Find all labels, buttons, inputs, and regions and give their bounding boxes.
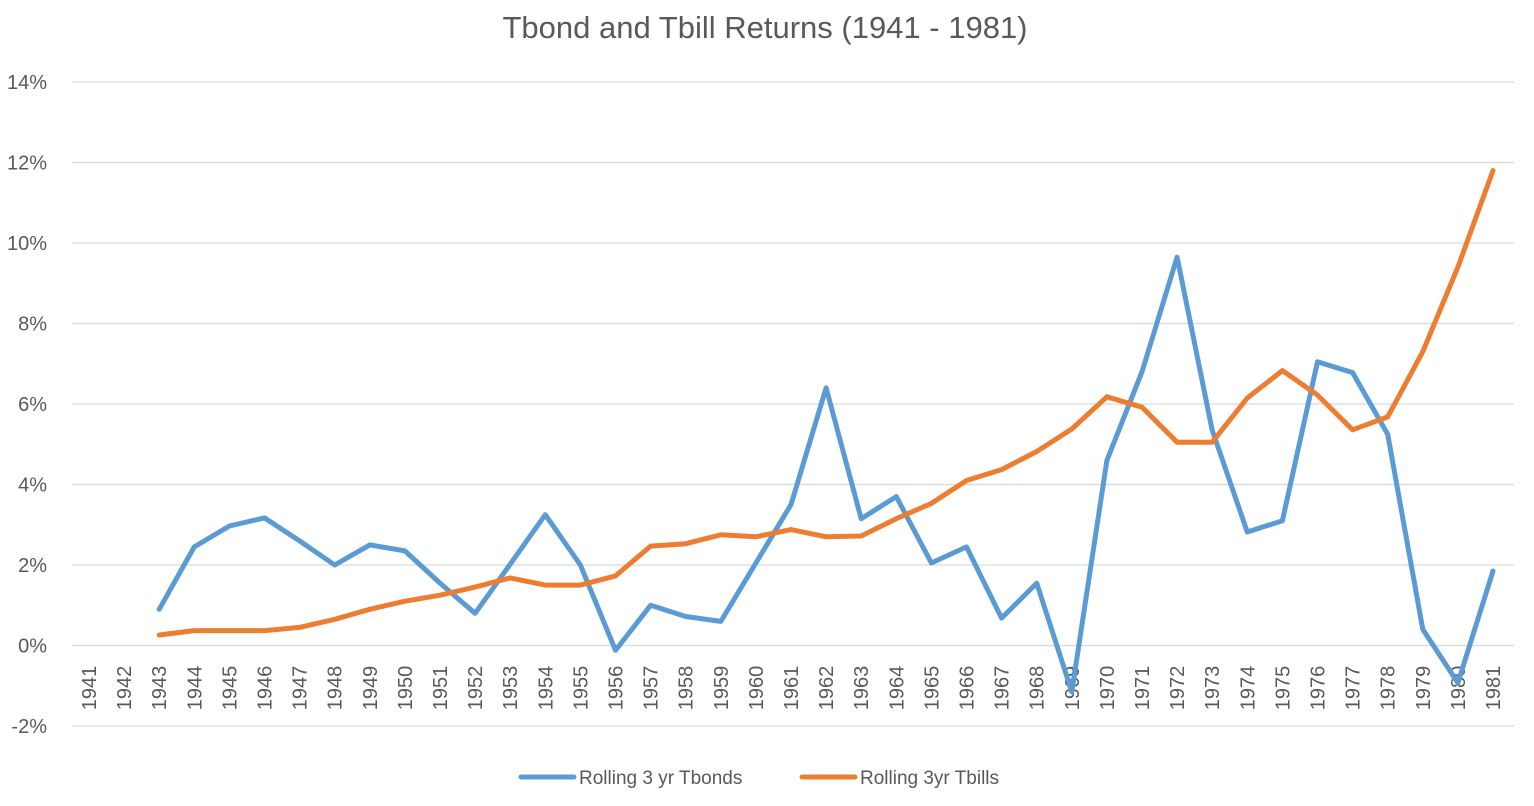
y-axis-ticks: -2% 0% 2% 4% 6% 8% 10% 12% 14% bbox=[7, 72, 47, 738]
legend-label: Rolling 3 yr Tbonds bbox=[579, 768, 742, 789]
legend-label: Rolling 3yr Tbills bbox=[860, 768, 999, 789]
x-tick-label: 1972 bbox=[1167, 666, 1189, 711]
x-tick-label: 1966 bbox=[957, 666, 979, 711]
x-tick-label: 1968 bbox=[1027, 666, 1049, 711]
grid-lines bbox=[72, 81, 1514, 727]
x-tick-label: 1946 bbox=[255, 666, 277, 711]
y-tick-label: 2% bbox=[18, 555, 47, 577]
x-tick-label: 1960 bbox=[746, 666, 768, 711]
chart-title: Tbond and Tbill Returns (1941 - 1981) bbox=[502, 10, 1027, 45]
x-tick-label: 1952 bbox=[465, 666, 487, 711]
y-tick-label: 8% bbox=[18, 314, 47, 336]
y-tick-label: 6% bbox=[18, 394, 47, 416]
x-tick-label: 1965 bbox=[921, 666, 943, 711]
x-tick-label: 1954 bbox=[535, 666, 557, 711]
x-tick-label: 1951 bbox=[430, 666, 452, 711]
x-tick-label: 1955 bbox=[570, 666, 592, 711]
x-tick-label: 1976 bbox=[1308, 666, 1330, 711]
x-tick-label: 1957 bbox=[641, 666, 663, 711]
y-tick-label: 12% bbox=[7, 153, 47, 175]
x-tick-label: 1981 bbox=[1483, 666, 1505, 711]
y-tick-label: 14% bbox=[7, 72, 47, 94]
x-tick-label: 1971 bbox=[1132, 666, 1154, 711]
y-tick-label: 4% bbox=[18, 475, 47, 497]
x-tick-label: 1974 bbox=[1237, 666, 1259, 711]
x-tick-label: 1950 bbox=[395, 666, 417, 711]
x-tick-label: 1942 bbox=[114, 666, 136, 711]
y-tick-label: 10% bbox=[7, 233, 47, 255]
x-tick-label: 1970 bbox=[1097, 666, 1119, 711]
x-tick-label: 1947 bbox=[290, 666, 312, 711]
x-tick-label: 1959 bbox=[711, 666, 733, 711]
x-tick-label: 1962 bbox=[816, 666, 838, 711]
x-tick-label: 1967 bbox=[992, 666, 1014, 711]
x-tick-label: 1945 bbox=[219, 666, 241, 711]
x-tick-label: 1978 bbox=[1378, 666, 1400, 711]
legend: Rolling 3 yr Tbonds Rolling 3yr Tbills bbox=[518, 768, 999, 789]
x-tick-label: 1943 bbox=[149, 666, 171, 711]
x-tick-label: 1963 bbox=[851, 666, 873, 711]
y-tick-label: 0% bbox=[18, 636, 47, 658]
x-tick-label: 1977 bbox=[1343, 666, 1365, 711]
y-tick-label: -2% bbox=[11, 716, 47, 738]
x-tick-label: 1949 bbox=[360, 666, 382, 711]
x-tick-label: 1975 bbox=[1272, 666, 1294, 711]
x-tick-label: 1958 bbox=[676, 666, 698, 711]
x-tick-label: 1964 bbox=[886, 666, 908, 711]
x-tick-label: 1979 bbox=[1413, 666, 1435, 711]
series-line-tbills bbox=[156, 168, 1496, 638]
x-axis-ticks: 1941 1942 1943 1944 1945 1946 1947 1948 1949 1950… bbox=[79, 666, 1505, 711]
x-tick-label: 1961 bbox=[781, 666, 803, 711]
x-tick-label: 1944 bbox=[184, 666, 206, 711]
x-tick-label: 1953 bbox=[500, 666, 522, 711]
x-tick-label: 1941 bbox=[79, 666, 101, 711]
x-tick-label: 1948 bbox=[325, 666, 347, 711]
series-layer bbox=[156, 168, 1496, 695]
x-tick-label: 1956 bbox=[606, 666, 628, 711]
x-tick-label: 1973 bbox=[1202, 666, 1224, 711]
series-line-tbonds bbox=[156, 254, 1496, 695]
